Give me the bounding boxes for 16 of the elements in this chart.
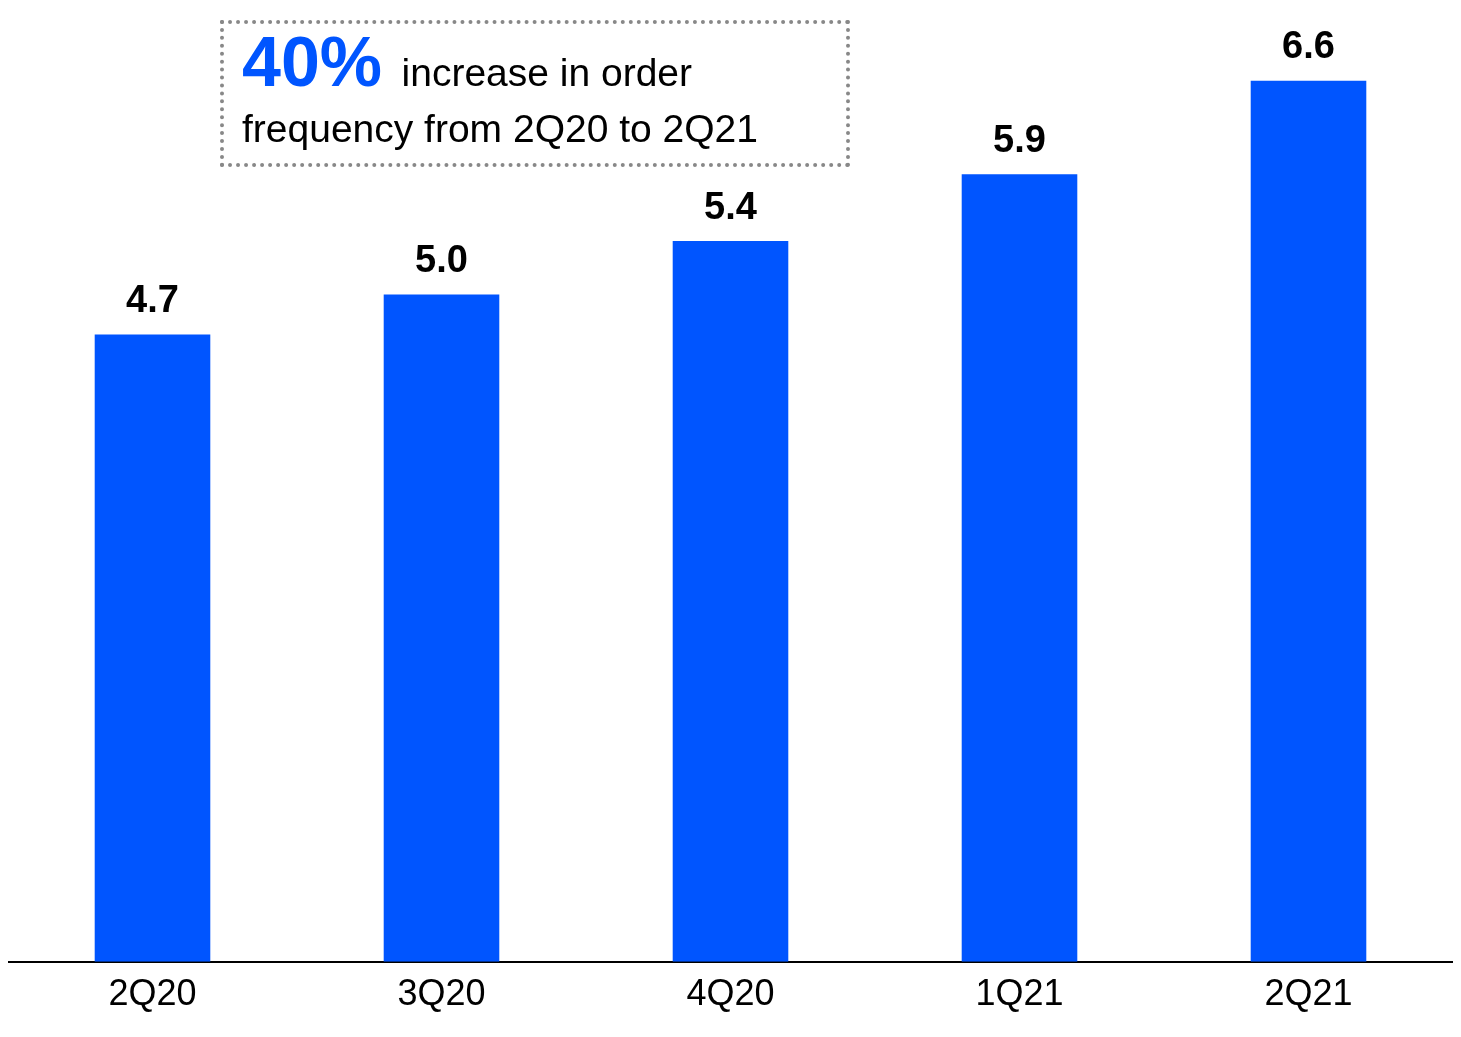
bar <box>961 174 1078 962</box>
data-label: 4.7 <box>126 277 179 320</box>
data-label: 6.6 <box>1282 24 1335 67</box>
bar <box>672 241 789 962</box>
data-label: 5.9 <box>993 117 1046 160</box>
x-tick-label: 2Q20 <box>108 972 197 1014</box>
data-label: 5.0 <box>415 237 468 280</box>
x-tick-label: 1Q21 <box>975 972 1064 1014</box>
bar <box>94 334 211 962</box>
bar <box>1250 80 1367 962</box>
data-label: 5.4 <box>704 184 757 227</box>
bar <box>383 294 500 962</box>
annotation: 40% increase in order frequency from 2Q20 to 2Q21 <box>242 23 758 150</box>
x-tick-label: 3Q20 <box>397 972 486 1014</box>
x-tick-label: 2Q21 <box>1264 972 1353 1014</box>
x-tick-label: 4Q20 <box>686 972 775 1014</box>
